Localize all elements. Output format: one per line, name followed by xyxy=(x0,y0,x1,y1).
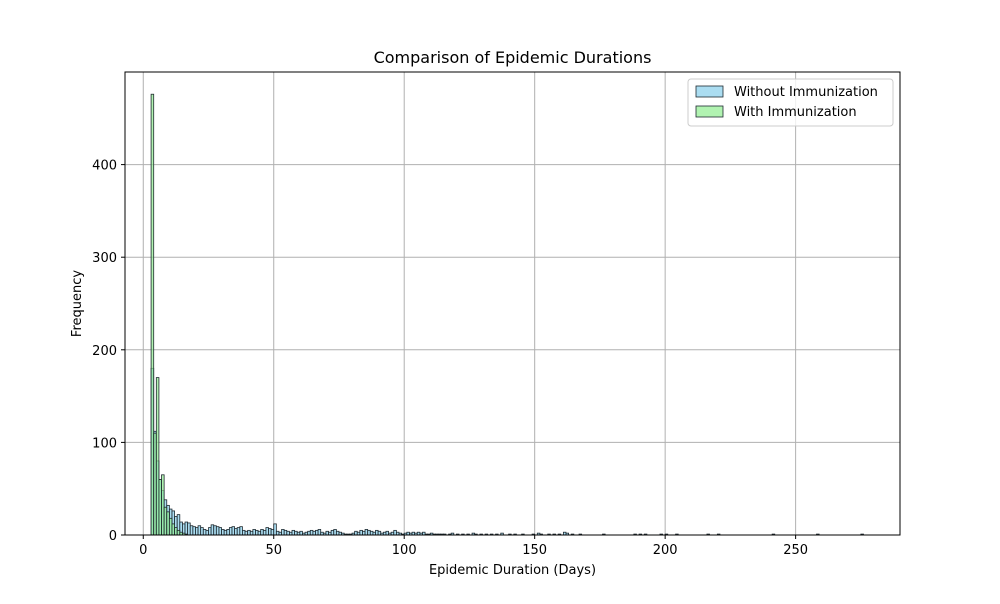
x-axis-label: Epidemic Duration (Days) xyxy=(429,563,596,578)
y-tick-label: 200 xyxy=(92,344,117,359)
y-tick-label: 100 xyxy=(92,436,117,451)
legend-swatch-without-immunization xyxy=(695,85,724,98)
x-tick-label: 50 xyxy=(265,543,282,558)
y-tick-label: 300 xyxy=(92,251,117,266)
y-axis-label: Frequency xyxy=(70,270,85,337)
x-tick-label: 0 xyxy=(139,543,147,558)
x-tick-label: 150 xyxy=(522,543,547,558)
series-without-immunization xyxy=(150,367,864,536)
legend-swatch-with-immunization xyxy=(695,105,724,118)
series-with-immunization xyxy=(150,93,189,536)
plot-frame xyxy=(124,71,901,536)
x-tick-label: 250 xyxy=(783,543,808,558)
y-tick-label: 0 xyxy=(109,529,117,544)
x-tick-label: 200 xyxy=(653,543,678,558)
legend-label-without-immunization: Without Immunization xyxy=(734,85,878,100)
legend: Without Immunization With Immunization xyxy=(687,78,894,127)
axis-ticks: 0 50 100 150 200 250 0 100 200 300 400 xyxy=(92,159,808,558)
legend-box xyxy=(687,78,894,127)
chart-title: Comparison of Epidemic Durations xyxy=(374,48,652,67)
legend-label-with-immunization: With Immunization xyxy=(734,105,857,120)
y-tick-label: 400 xyxy=(92,159,117,174)
grid-layer xyxy=(125,72,900,536)
x-tick-label: 100 xyxy=(392,543,417,558)
